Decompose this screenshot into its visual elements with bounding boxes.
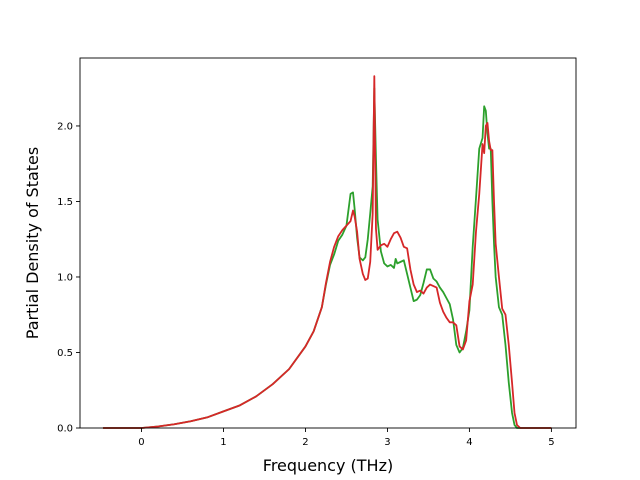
x-tick-label: 1 <box>220 437 226 448</box>
y-tick-label: 0.0 <box>57 424 73 435</box>
x-tick-label: 0 <box>138 437 144 448</box>
series-layer <box>102 75 552 429</box>
plot-frame <box>79 57 577 429</box>
y-tick-label: 2.0 <box>57 121 73 132</box>
y-tick-label: 1.5 <box>57 197 73 208</box>
y-tick-label: 0.5 <box>57 348 73 359</box>
x-axis-label: Frequency (THz) <box>263 456 393 475</box>
x-tick-label: 4 <box>466 437 472 448</box>
x-tick-label: 2 <box>302 437 308 448</box>
ticks-layer: 0 1 2 3 4 5 0.0 0.5 1.0 1.5 2.0 <box>57 121 554 448</box>
y-axis-label: Partial Density of States <box>23 147 42 339</box>
series-line-2 <box>102 75 552 429</box>
y-tick-label: 1.0 <box>57 272 73 283</box>
x-tick-label: 5 <box>548 437 554 448</box>
x-tick-label: 3 <box>384 437 390 448</box>
